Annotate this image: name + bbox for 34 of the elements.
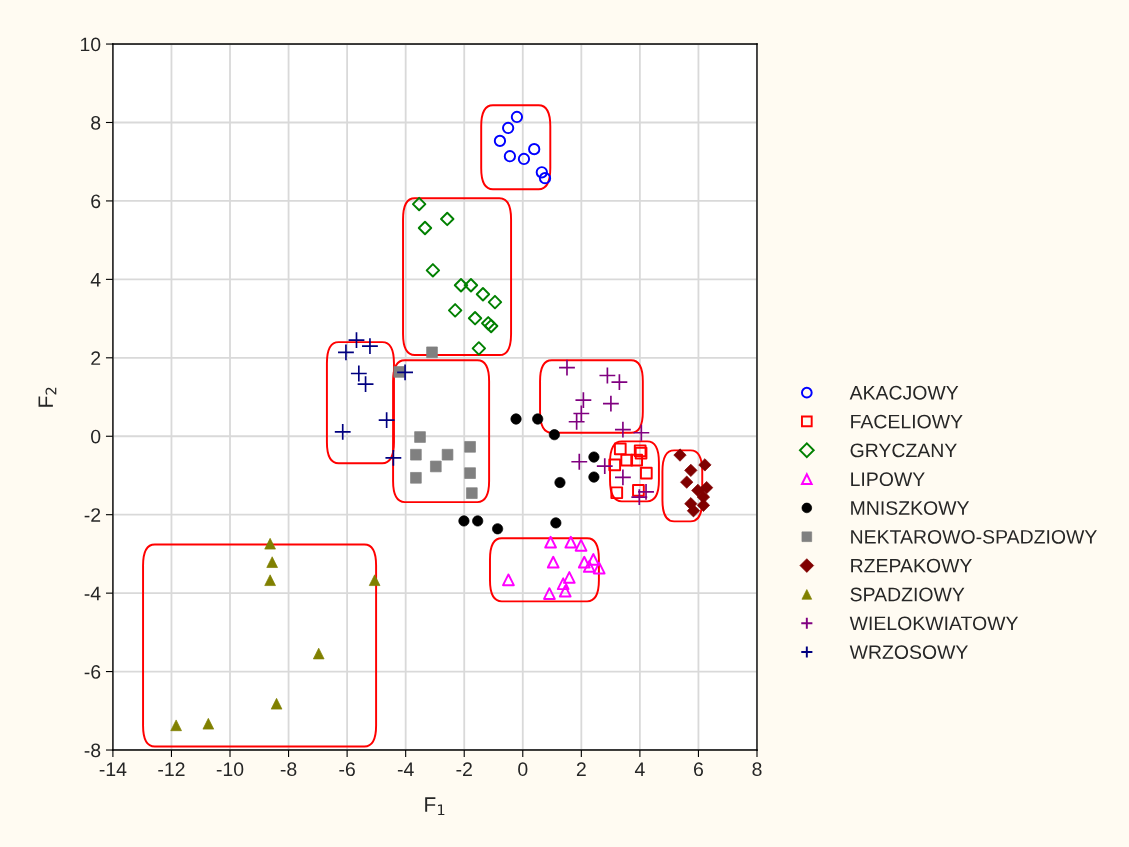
legend-label: GRYCZANY xyxy=(850,443,957,458)
y-tick-label: 4 xyxy=(90,273,101,287)
x-tick-label: -6 xyxy=(339,762,355,777)
x-tick-label: 2 xyxy=(576,762,586,776)
legend-label: SPADZIOWY xyxy=(850,587,965,602)
y-tick-label: 0 xyxy=(91,429,101,444)
y-tick-label: -8 xyxy=(84,743,101,758)
legend-label: FACELIOWY xyxy=(851,414,963,429)
x-tick-label: 4 xyxy=(634,762,645,776)
legend-label: NEKTAROWO-SPADZIOWY xyxy=(851,529,1097,544)
y-tick-label: 8 xyxy=(91,115,101,130)
legend-label: WRZOSOWY xyxy=(849,645,968,660)
x-tick-label: -10 xyxy=(216,762,244,777)
x-tick-label: -12 xyxy=(158,762,185,776)
legend-label: AKACJOWY xyxy=(849,385,959,400)
x-axis-title: F$_{1}$ xyxy=(425,797,445,816)
legend-label: MNISZKOWY xyxy=(851,501,970,515)
y-axis-title: F$_{2}$ xyxy=(38,387,57,407)
y-tick-label: -2 xyxy=(84,508,101,522)
x-tick-label: -14 xyxy=(99,762,127,776)
y-tick-label: 6 xyxy=(91,194,101,209)
x-tick-label: -4 xyxy=(397,762,414,776)
legend-label: RZEPAKOWY xyxy=(851,558,972,573)
y-tick-label: 2 xyxy=(91,351,101,365)
x-tick-label: -2 xyxy=(456,762,472,776)
x-tick-label: 8 xyxy=(752,762,762,777)
x-tick-label: 0 xyxy=(518,762,528,777)
legend-label: WIELOKWIATOWY xyxy=(849,616,1019,631)
y-tick-label: -6 xyxy=(84,665,101,679)
x-tick-label: -8 xyxy=(280,762,297,777)
legend-label: LIPOWY xyxy=(851,472,925,487)
y-tick-label: 10 xyxy=(80,37,101,52)
x-tick-label: 6 xyxy=(694,762,703,777)
y-tick-label: -4 xyxy=(84,586,101,601)
